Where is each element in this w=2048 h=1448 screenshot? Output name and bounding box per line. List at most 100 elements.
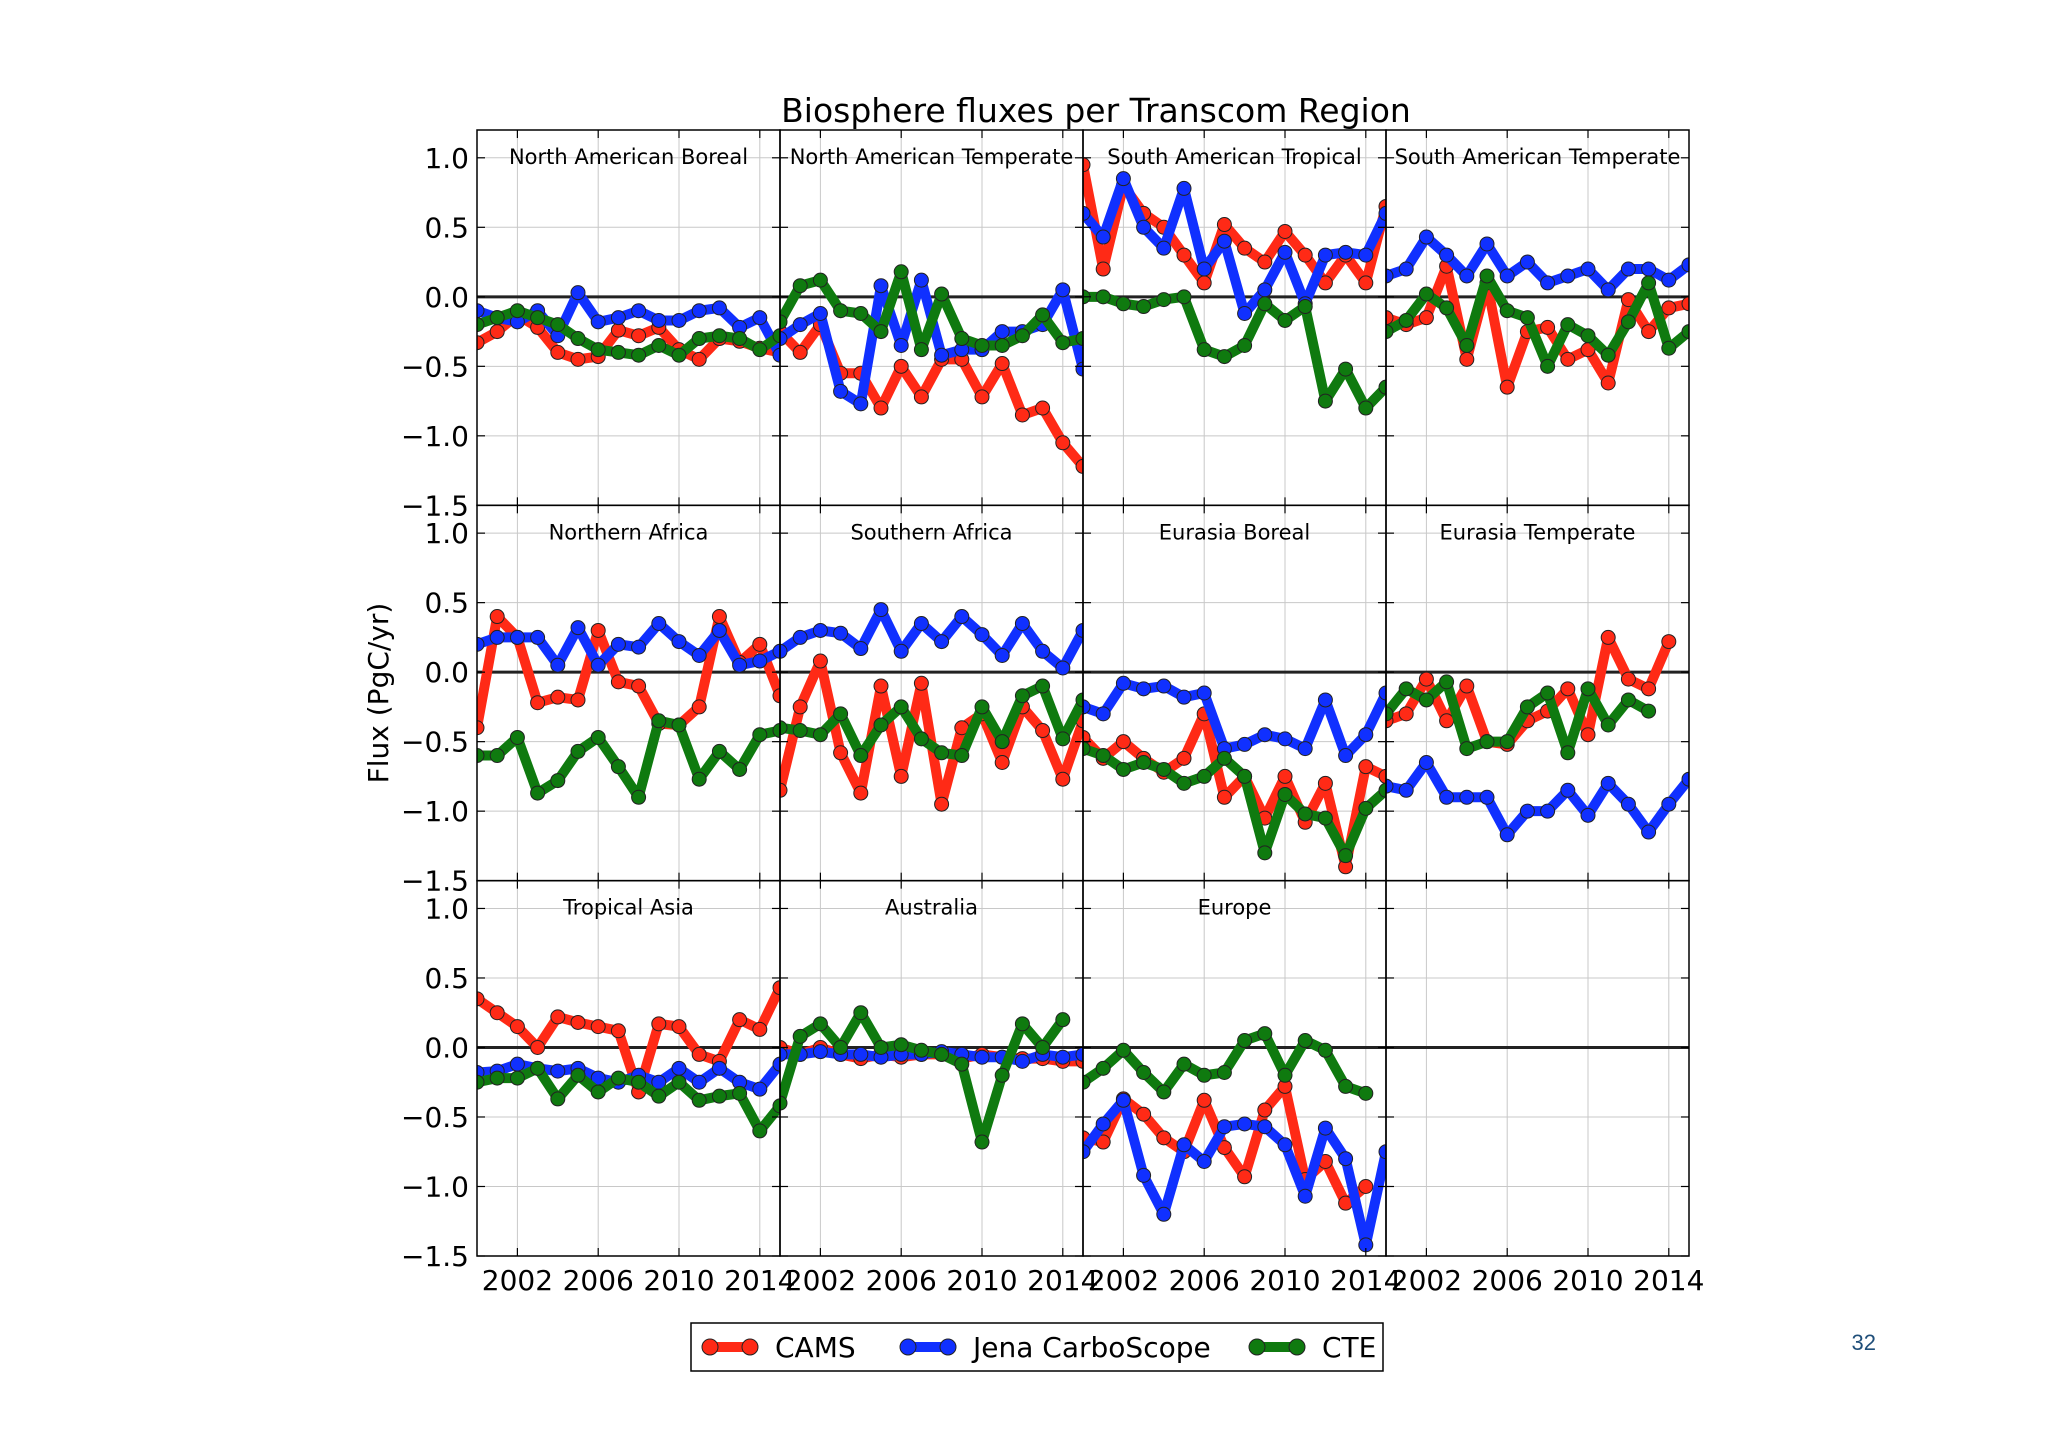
point-jena-carboscope-eurasia-temperate-2009 <box>1560 782 1576 798</box>
point-cte-southern-africa-2002 <box>812 727 828 743</box>
point-cams-northern-africa-2008 <box>631 678 647 694</box>
xtick-label-col1-2014: 2014 <box>1027 1264 1098 1297</box>
point-cte-eurasia-temperate-2001 <box>1398 681 1414 697</box>
point-jena-carboscope-southern-africa-2014 <box>1055 660 1071 676</box>
point-cams-europe-2009 <box>1257 1102 1273 1118</box>
line-jena-carboscope-southern-africa <box>780 604 1083 673</box>
point-cams-tropical-asia-2006 <box>590 1019 606 1035</box>
point-jena-carboscope-north-american-temperate-2000 <box>780 331 788 347</box>
point-cams-eurasia-boreal-2010 <box>1277 768 1293 784</box>
chart-title: Biosphere fluxes per Transcom Region <box>781 91 1411 130</box>
xtick-label-col2-2010: 2010 <box>1249 1264 1320 1297</box>
point-cams-eurasia-temperate-2010 <box>1580 727 1596 743</box>
xtick-label-col1-2010: 2010 <box>946 1264 1017 1297</box>
point-cams-north-american-temperate-2011 <box>994 356 1010 372</box>
ytick-label-row0-1: 0.5 <box>424 211 469 244</box>
point-jena-carboscope-north-american-temperate-2002 <box>812 305 828 321</box>
point-jena-carboscope-eurasia-temperate-2005 <box>1479 789 1495 805</box>
point-jena-carboscope-southern-africa-2008 <box>934 634 950 650</box>
page-number: 32 <box>1851 1330 1876 1355</box>
panel-title-eurasia-boreal: Eurasia Boreal <box>1159 520 1310 544</box>
point-jena-carboscope-eurasia-boreal-2006 <box>1196 685 1212 701</box>
line-cte-southern-africa <box>780 681 1083 761</box>
point-jena-carboscope-eurasia-boreal-2002 <box>1115 675 1131 691</box>
point-jena-carboscope-north-american-boreal-2007 <box>610 310 626 326</box>
point-jena-carboscope-eurasia-temperate-2014 <box>1661 796 1677 812</box>
point-jena-carboscope-south-american-temperate-2009 <box>1560 268 1576 284</box>
point-cams-north-american-boreal-2001 <box>489 324 505 340</box>
point-jena-carboscope-southern-africa-2013 <box>1035 643 1051 659</box>
point-cte-southern-africa-2010 <box>974 699 990 715</box>
xtick-label-col3-2002: 2002 <box>1391 1264 1462 1297</box>
panel-series-south-american-tropical <box>1083 157 1386 416</box>
point-cte-north-american-temperate-2010 <box>974 337 990 353</box>
point-cams-north-american-boreal-2007 <box>610 322 626 338</box>
point-cte-southern-africa-2014 <box>1055 731 1071 747</box>
point-cams-north-american-boreal-2008 <box>631 328 647 344</box>
point-jena-carboscope-south-american-temperate-2013 <box>1641 261 1657 277</box>
point-cte-south-american-temperate-2000 <box>1386 324 1394 340</box>
line-jena-carboscope-south-american-temperate <box>1386 232 1689 295</box>
point-jena-carboscope-australia-2004 <box>853 1046 869 1062</box>
xtick-label-col1-2006: 2006 <box>866 1264 937 1297</box>
point-cte-south-american-temperate-2003 <box>1439 300 1455 316</box>
point-cte-eurasia-temperate-2000 <box>1386 706 1394 722</box>
point-cte-north-american-boreal-2013 <box>732 331 748 347</box>
point-jena-carboscope-north-american-boreal-2014 <box>752 310 768 326</box>
point-cte-europe-2013 <box>1338 1078 1354 1094</box>
point-cams-southern-africa-2007 <box>913 675 929 691</box>
point-jena-carboscope-southern-africa-2004 <box>853 641 869 657</box>
point-cte-northern-africa-2002 <box>509 729 525 745</box>
legend-label-cte: CTE <box>1322 1331 1376 1364</box>
point-jena-carboscope-tropical-asia-2011 <box>691 1074 707 1090</box>
line-cte-tropical-asia <box>477 1063 780 1136</box>
point-jena-carboscope-northern-africa-2012 <box>711 622 727 638</box>
point-jena-carboscope-europe-2000 <box>1083 1144 1091 1160</box>
point-cte-northern-africa-2010 <box>671 717 687 733</box>
point-cte-south-american-tropical-2005 <box>1176 289 1192 305</box>
point-cte-northern-africa-2000 <box>477 748 485 764</box>
xtick-label-col3-2006: 2006 <box>1472 1264 1543 1297</box>
point-cams-eurasia-temperate-2002 <box>1418 671 1434 687</box>
point-jena-carboscope-south-american-tropical-2013 <box>1338 244 1354 260</box>
point-jena-carboscope-europe-2009 <box>1257 1119 1273 1135</box>
point-jena-carboscope-eurasia-temperate-2008 <box>1540 803 1556 819</box>
point-cte-northern-africa-2006 <box>590 729 606 745</box>
point-cte-eurasia-boreal-2010 <box>1277 786 1293 802</box>
line-cams-eurasia-boreal <box>1083 708 1386 872</box>
point-cte-north-american-temperate-2002 <box>812 272 828 288</box>
point-cte-australia-2005 <box>873 1039 889 1055</box>
point-cte-southern-africa-2015 <box>1075 692 1083 708</box>
panel-frame-northern-africa <box>476 504 781 882</box>
point-jena-carboscope-northern-africa-2008 <box>631 639 647 655</box>
point-cte-australia-2010 <box>974 1134 990 1150</box>
xtick-label-col1-2002: 2002 <box>785 1264 856 1297</box>
point-cte-eurasia-temperate-2006 <box>1499 734 1515 750</box>
point-cams-tropical-asia-2010 <box>671 1019 687 1035</box>
ytick-label-row2-0: 1.0 <box>424 892 469 925</box>
point-jena-carboscope-south-american-tropical-2003 <box>1136 219 1152 235</box>
point-jena-carboscope-europe-2011 <box>1297 1188 1313 1204</box>
point-cte-eurasia-boreal-2004 <box>1156 761 1172 777</box>
point-cams-eurasia-temperate-2014 <box>1661 634 1677 650</box>
line-jena-carboscope-eurasia-boreal <box>1083 678 1386 761</box>
point-cte-eurasia-temperate-2011 <box>1600 717 1616 733</box>
point-cams-southern-africa-2005 <box>873 678 889 694</box>
point-cte-australia-2013 <box>1035 1039 1051 1055</box>
point-cams-southern-africa-2003 <box>833 745 849 761</box>
point-cams-north-american-temperate-2001 <box>792 344 808 360</box>
point-cte-southern-africa-2000 <box>780 720 788 736</box>
point-cte-northern-africa-2012 <box>711 743 727 759</box>
line-cte-northern-africa <box>477 715 780 803</box>
point-cte-north-american-temperate-2015 <box>1075 331 1083 347</box>
point-cams-tropical-asia-2002 <box>509 1019 525 1035</box>
xtick-label-col0-2010: 2010 <box>643 1264 714 1297</box>
point-cte-north-american-temperate-2003 <box>833 303 849 319</box>
point-jena-carboscope-eurasia-temperate-2000 <box>1386 778 1394 794</box>
point-cte-north-american-boreal-2015 <box>772 328 780 344</box>
point-cte-north-american-boreal-2006 <box>590 342 606 358</box>
point-jena-carboscope-south-american-temperate-2015 <box>1681 257 1689 273</box>
point-jena-carboscope-southern-africa-2002 <box>812 622 828 638</box>
point-cte-tropical-asia-2006 <box>590 1084 606 1100</box>
panel-title-northern-africa: Northern Africa <box>549 520 709 544</box>
